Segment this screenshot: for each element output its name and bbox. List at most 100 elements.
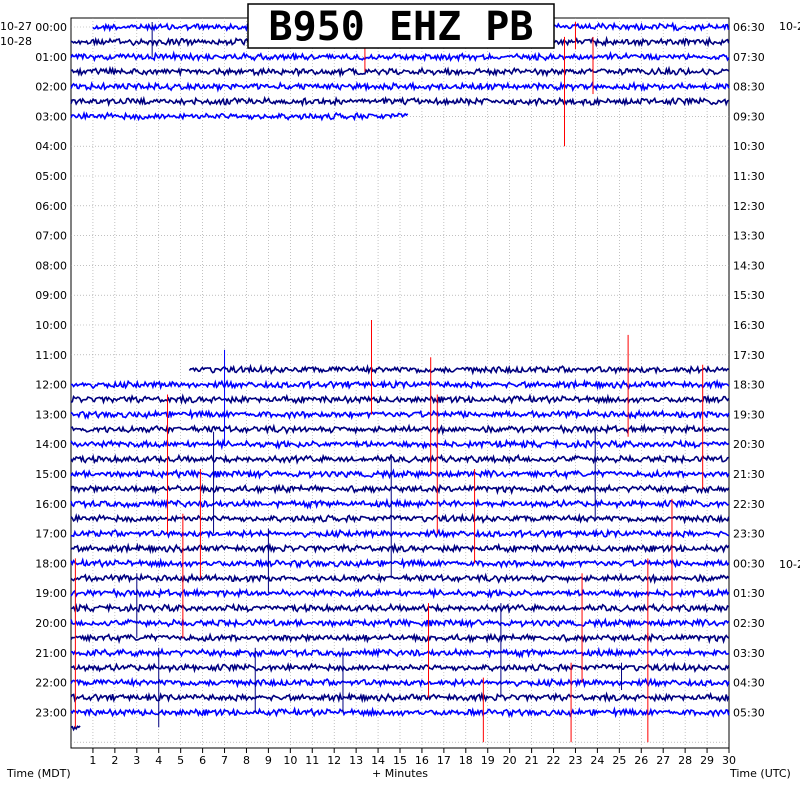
trace-row xyxy=(70,497,730,510)
hour-label-right: 18:30 xyxy=(733,379,765,392)
x-axis-label: + Minutes xyxy=(372,767,428,780)
hour-label-left: 08:00 xyxy=(35,259,67,272)
hour-label-left: 13:00 xyxy=(35,408,67,421)
hour-label-left: 23:00 xyxy=(35,706,67,719)
trace-row xyxy=(70,725,81,732)
trace-row xyxy=(70,80,730,93)
date-left-top: 10-27 xyxy=(0,20,32,33)
y-axis-left-label: Time (MDT) xyxy=(6,767,71,780)
x-tick-label: 2 xyxy=(111,754,118,767)
hour-label-left: 19:00 xyxy=(35,587,67,600)
trace-row xyxy=(70,393,730,406)
hour-label-right: 19:30 xyxy=(733,408,765,421)
hour-label-right: 13:30 xyxy=(733,230,765,243)
trace-row xyxy=(70,95,730,108)
x-tick-label: 5 xyxy=(177,754,184,767)
x-tick-label: 19 xyxy=(481,754,495,767)
x-tick-label: 10 xyxy=(283,754,297,767)
trace-row xyxy=(70,512,730,525)
trace-row xyxy=(70,423,730,436)
trace-row xyxy=(70,453,729,465)
hour-label-left: 15:00 xyxy=(35,468,67,481)
hour-label-right: 08:30 xyxy=(733,81,765,94)
title-frame xyxy=(247,3,555,49)
trace-row xyxy=(70,586,730,600)
trace-row xyxy=(188,363,730,376)
chart-title: B950 EHZ PB xyxy=(269,4,534,50)
hour-label-right: 11:30 xyxy=(733,170,765,183)
x-tick-label: 27 xyxy=(656,754,670,767)
hour-label-left: 10:00 xyxy=(35,319,67,332)
hour-label-right: 01:30 xyxy=(733,587,765,600)
x-tick-label: 1 xyxy=(89,754,96,767)
hour-label-right: 02:30 xyxy=(733,617,765,630)
x-tick-label: 3 xyxy=(133,754,140,767)
hour-label-right: 14:30 xyxy=(733,259,765,272)
x-tick-label: 7 xyxy=(221,754,228,767)
hour-label-left: 12:00 xyxy=(35,379,67,392)
x-tick-label: 15 xyxy=(393,754,407,767)
hour-label-left: 00:00 xyxy=(35,21,67,34)
hour-label-right: 21:30 xyxy=(733,468,765,481)
trace-row xyxy=(70,617,730,629)
traces xyxy=(70,21,730,732)
trace-row xyxy=(70,661,730,674)
trace-row xyxy=(70,528,730,540)
hour-label-left: 17:00 xyxy=(35,528,67,541)
events xyxy=(74,22,704,743)
date-left-second: 10-28 xyxy=(0,35,32,48)
hour-label-right: 12:30 xyxy=(733,200,765,213)
trace-row xyxy=(70,557,730,570)
x-tick-label: 29 xyxy=(700,754,714,767)
hour-label-left: 07:00 xyxy=(35,230,67,243)
title-box: B950 EHZ PB xyxy=(247,3,555,50)
hour-label-right: 09:30 xyxy=(733,110,765,123)
hour-label-left: 11:00 xyxy=(35,349,67,362)
hour-label-right: 07:30 xyxy=(733,51,765,64)
x-tick-label: 14 xyxy=(371,754,385,767)
x-tick-label: 13 xyxy=(349,754,363,767)
trace-row xyxy=(70,602,730,614)
date-right-mid: 10-2 xyxy=(779,558,800,571)
x-tick-label: 21 xyxy=(525,754,539,767)
x-tick-label: 22 xyxy=(547,754,561,767)
trace-row xyxy=(70,632,730,645)
trace-row xyxy=(70,483,730,496)
x-tick-label: 11 xyxy=(305,754,319,767)
hour-label-right: 00:30 xyxy=(733,557,765,570)
hour-label-left: 05:00 xyxy=(35,170,67,183)
hour-label-right: 04:30 xyxy=(733,677,765,690)
hour-label-right: 10:30 xyxy=(733,140,765,153)
x-tick-label: 12 xyxy=(327,754,341,767)
x-tick-label: 9 xyxy=(265,754,272,767)
hour-label-left: 18:00 xyxy=(35,557,67,570)
x-tick-label: 30 xyxy=(722,754,736,767)
x-tick-label: 23 xyxy=(568,754,582,767)
x-tick-label: 17 xyxy=(437,754,451,767)
x-tick-label: 24 xyxy=(590,754,604,767)
trace-row xyxy=(70,691,730,704)
hour-label-right: 03:30 xyxy=(733,647,765,660)
trace-row xyxy=(70,542,730,555)
hour-label-right: 15:30 xyxy=(733,289,765,302)
hour-label-left: 20:00 xyxy=(35,617,67,630)
x-tick-label: 4 xyxy=(155,754,162,767)
hour-label-left: 16:00 xyxy=(35,498,67,511)
trace-row xyxy=(70,50,730,63)
hour-label-left: 02:00 xyxy=(35,81,67,94)
trace-row xyxy=(70,65,730,78)
trace-row xyxy=(70,676,730,689)
trace-row xyxy=(70,408,730,421)
hour-label-right: 23:30 xyxy=(733,528,765,541)
hour-label-left: 04:00 xyxy=(35,140,67,153)
trace-row xyxy=(70,572,730,585)
hour-label-right: 17:30 xyxy=(733,349,765,362)
hour-label-left: 01:00 xyxy=(35,51,67,64)
x-tick-label: 18 xyxy=(459,754,473,767)
hour-label-left: 09:00 xyxy=(35,289,67,302)
x-tick-label: 16 xyxy=(415,754,429,767)
axes: 1 2 3 4 5 6 7 8 9 10 11 12 13 14 15 16 17 18 19 20 21 22 23 24 2… xyxy=(35,21,764,767)
date-right-top: 10-2 xyxy=(779,20,800,33)
x-tick-label: 6 xyxy=(199,754,206,767)
